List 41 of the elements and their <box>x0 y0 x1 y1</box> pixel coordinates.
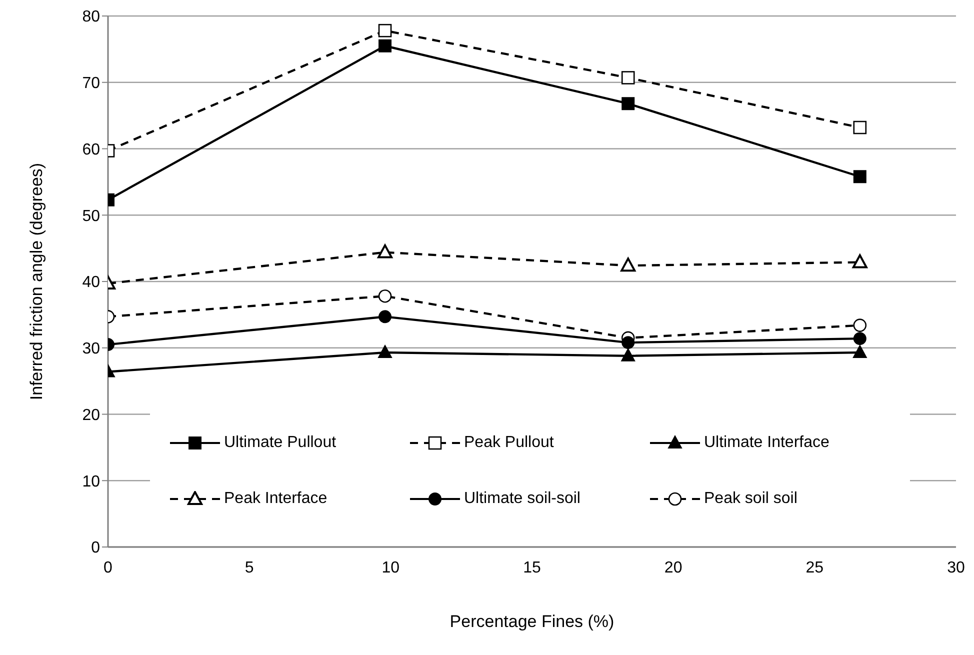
x-tick-label: 30 <box>947 559 965 576</box>
legend-label: Peak Pullout <box>464 434 554 452</box>
y-tick-label: 10 <box>82 473 100 490</box>
y-tick-label: 40 <box>82 274 100 292</box>
legend-label: Ultimate Pullout <box>224 434 336 452</box>
point <box>378 24 392 38</box>
y-tick-label: 20 <box>82 406 100 424</box>
x-tick-label: 15 <box>523 559 541 576</box>
point <box>853 318 867 332</box>
legend-label: Peak soil soil <box>704 490 798 508</box>
legend-label: Peak Interface <box>224 490 328 508</box>
point <box>853 332 866 346</box>
point <box>852 254 868 268</box>
y-tick-label: 30 <box>82 340 100 358</box>
point <box>378 289 392 303</box>
point <box>852 345 867 358</box>
point <box>620 258 636 272</box>
point <box>853 170 866 184</box>
point <box>853 120 867 134</box>
x-tick-label: 0 <box>104 559 113 576</box>
y-tick-label: 60 <box>82 141 100 158</box>
point <box>621 71 635 84</box>
point <box>622 97 635 110</box>
point <box>622 336 635 350</box>
point <box>378 345 392 358</box>
point <box>378 310 392 324</box>
x-tick-label: 25 <box>806 559 824 576</box>
y-tick-label: 50 <box>82 208 100 225</box>
x-tick-label: 10 <box>382 559 400 576</box>
x-tick-label: 5 <box>244 559 254 576</box>
legend-label: Ultimate soil-soil <box>464 490 580 508</box>
x-tick-label: 20 <box>664 559 682 576</box>
point <box>378 39 392 52</box>
x-axis-title: Percentage Fines (%) <box>450 612 614 631</box>
y-tick-label: 70 <box>82 75 100 92</box>
legend-label: Ultimate Interface <box>704 434 830 452</box>
y-axis-title: Inferred friction angle (degrees) <box>27 162 46 400</box>
y-tick-label: 0 <box>91 540 100 557</box>
point <box>378 244 393 258</box>
point <box>621 348 636 362</box>
y-tick-label: 80 <box>82 8 100 26</box>
